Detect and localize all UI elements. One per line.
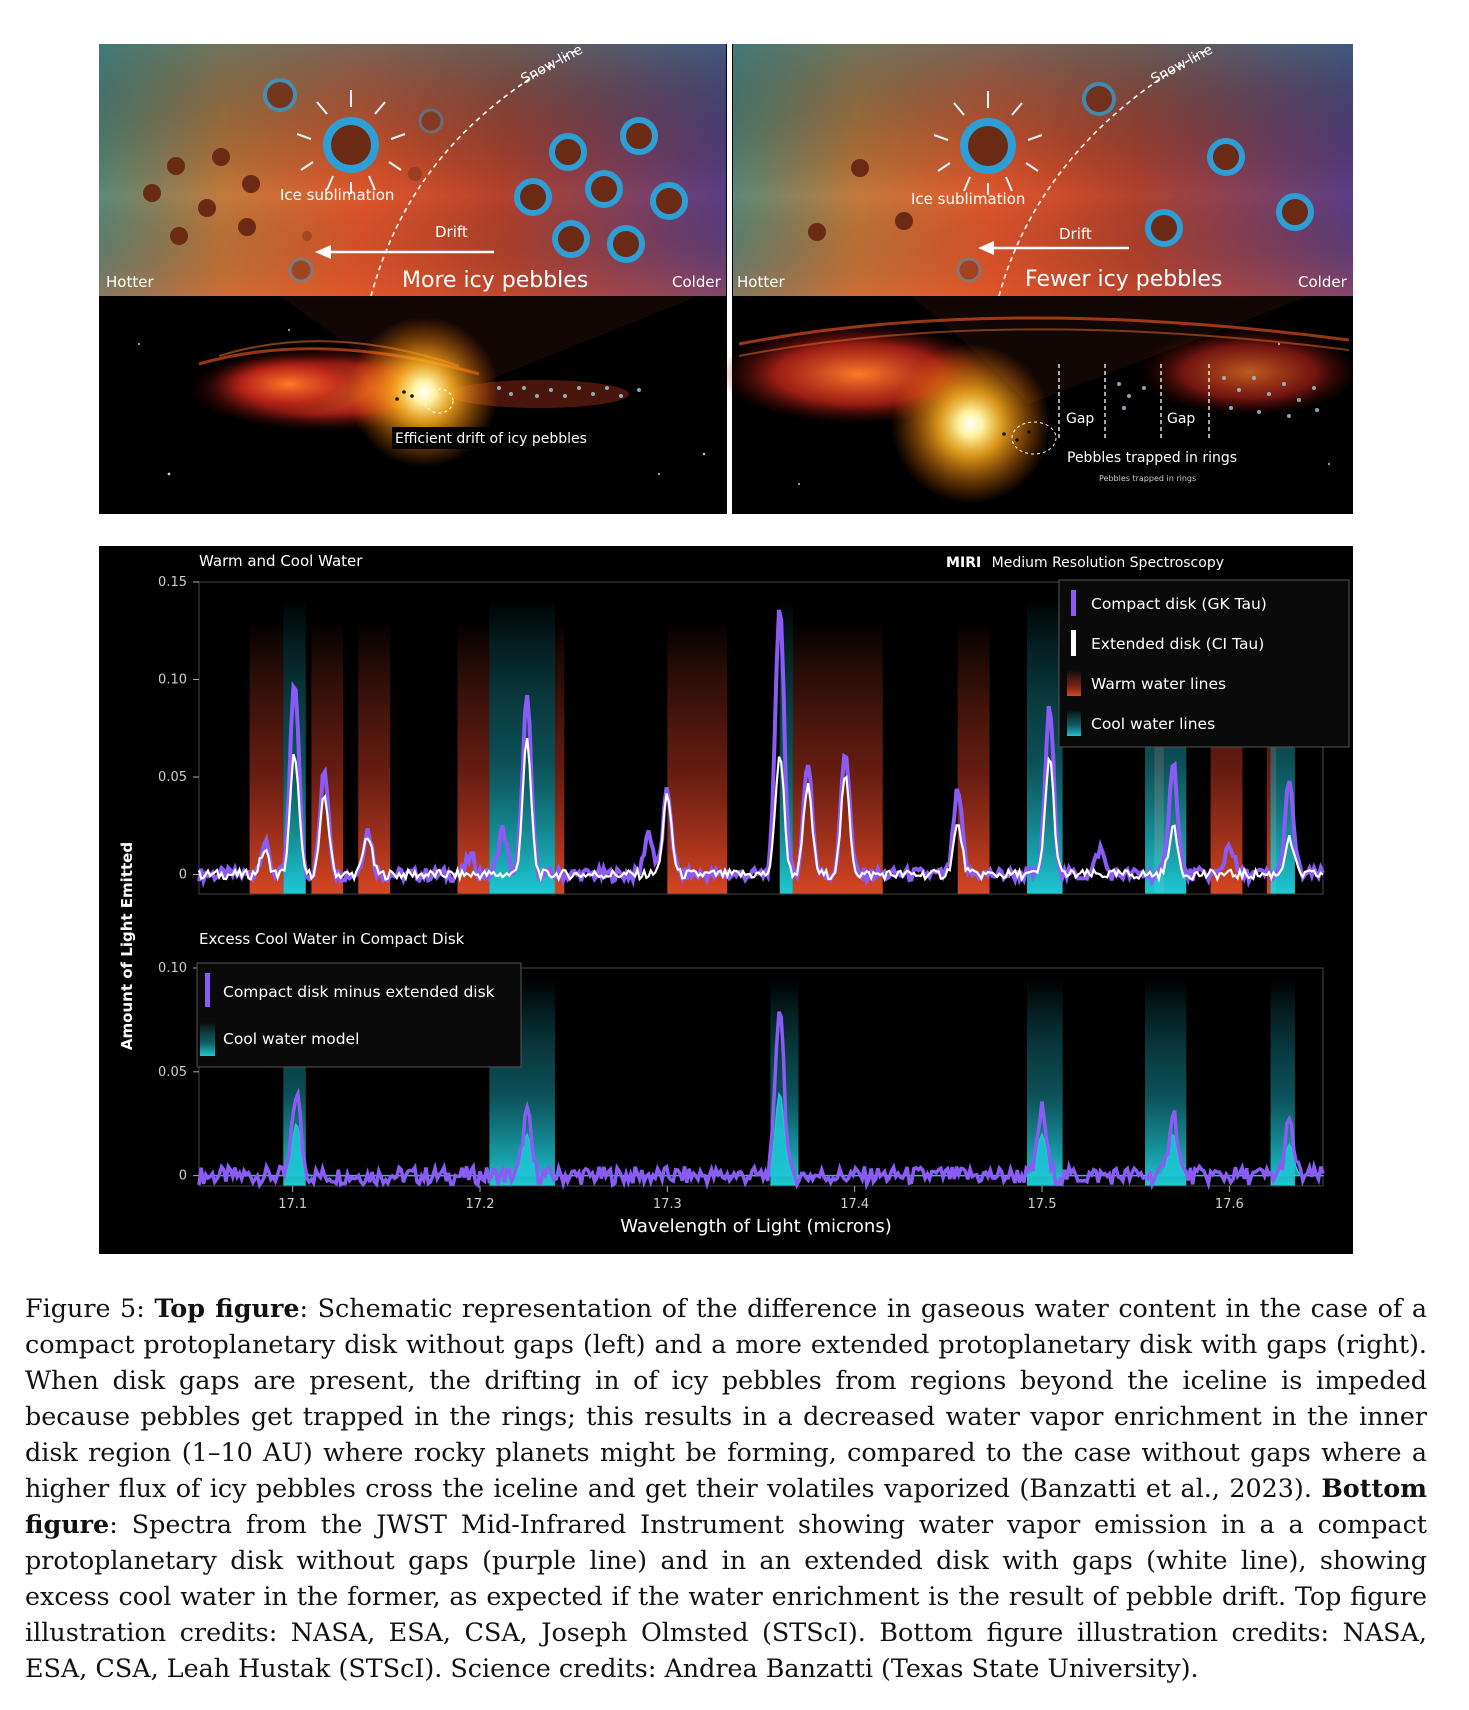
legend2-swatch-cool-model (200, 1022, 215, 1056)
left-pebbles-label: More icy pebbles (402, 268, 588, 293)
caption-bottom-bold: Bottom figure (25, 1473, 1427, 1539)
chart1-legend: Compact disk (GK Tau) Extended disk (CI … (1058, 579, 1350, 748)
legend2-swatch-difference (205, 973, 210, 1007)
warm-water-band (457, 619, 490, 894)
legend-swatch-cool (1067, 710, 1081, 736)
legend-label-extended: Extended disk (CI Tau) (1091, 635, 1264, 653)
x-tick-label: 17.2 (466, 1197, 495, 1212)
instrument-label: MIRI Medium Resolution Spectroscopy (946, 555, 1224, 571)
warm-water-band (554, 619, 565, 894)
chart1-title: Warm and Cool Water (199, 552, 363, 570)
legend-label-compact: Compact disk (GK Tau) (1091, 595, 1267, 613)
legend2-label-difference: Compact disk minus extended disk (223, 983, 495, 1001)
legend-label-cool: Cool water lines (1091, 715, 1215, 733)
x-tick-label: 17.6 (1215, 1197, 1244, 1212)
left-efficient-drift-label: Efficient drift of icy pebbles (395, 431, 587, 447)
right-pebbles-label: Fewer icy pebbles (1025, 267, 1222, 292)
y-tick-label: 0.05 (158, 770, 187, 785)
caption-figure-label: Figure 5: (25, 1293, 145, 1323)
y-tick-label: 0 (179, 1169, 187, 1184)
y-tick-label: 0 (179, 868, 187, 883)
legend-swatch-extended (1071, 630, 1076, 656)
right-dry-pebbles (808, 159, 913, 241)
right-snow-line (998, 48, 1210, 297)
left-drift-caption-box (392, 427, 578, 449)
legend-label-warm: Warm water lines (1091, 675, 1226, 693)
chart1-plot: 0 0.05 0.10 0.15 (158, 575, 1325, 895)
right-sublimation-arrows (933, 91, 1043, 195)
right-gap-2-label: Gap (1167, 411, 1195, 427)
right-trapped-small-label: Pebbles trapped in rings (1099, 474, 1196, 483)
left-dry-pebbles (143, 148, 260, 245)
legend2-label-cool-model: Cool water model (223, 1030, 359, 1048)
chart2-plot: 0 0.05 0.10 17.1 17.2 17.3 17.4 17.5 17.6 (158, 961, 1325, 1212)
x-tick-label: 17.4 (840, 1197, 869, 1212)
caption-top-text: : Schematic representation of the differ… (25, 1293, 1427, 1503)
left-ice-sublimation-label: Ice sublimation (280, 186, 394, 204)
y-tick-label: 0.10 (158, 961, 187, 976)
caption-top-bold: Top figure (154, 1293, 300, 1323)
warm-water-band (957, 619, 990, 894)
y-tick-label: 0.10 (158, 673, 187, 688)
instrument-bold: MIRI (946, 555, 981, 571)
figure-caption: Figure 5: Top figure: Schematic represen… (25, 1290, 1427, 1686)
series-difference-line (197, 1011, 1325, 1191)
instrument-rest: Medium Resolution Spectroscopy (992, 555, 1224, 571)
left-compact-disk (189, 296, 699, 467)
left-drift-arrow (315, 245, 494, 259)
right-icy-pebbles (956, 82, 1314, 283)
bottom-figure-spectra: Warm and Cool Water MIRI Medium Resoluti… (99, 546, 1353, 1254)
chart2-legend: Compact disk minus extended disk Cool wa… (196, 962, 522, 1068)
right-colder-label: Colder (1298, 273, 1348, 291)
spectra-svg: Warm and Cool Water MIRI Medium Resoluti… (118, 552, 1350, 1237)
left-sublimation-arrows (296, 90, 406, 194)
top-illustration-svg: Snow line Ice sublimation Drift Hotter C… (99, 44, 1353, 514)
right-drift-arrow (978, 241, 1129, 255)
caption-bottom-text: : Spectra from the JWST Mid-Infrared Ins… (25, 1509, 1427, 1683)
right-extended-disk (719, 296, 1353, 504)
left-icy-pebbles (263, 78, 688, 283)
series-extended-disk-line (197, 737, 1324, 883)
legend-swatch-warm (1067, 670, 1081, 696)
left-hotter-label: Hotter (106, 273, 154, 291)
x-tick-label: 17.1 (278, 1197, 307, 1212)
y-axis-label: Amount of Light Emitted (118, 842, 136, 1050)
chart2-title: Excess Cool Water in Compact Disk (199, 930, 465, 948)
right-gap-1-label: Gap (1066, 411, 1094, 427)
right-trapped-label: Pebbles trapped in rings (1067, 450, 1237, 466)
left-drift-label: Drift (435, 223, 468, 241)
left-colder-label: Colder (672, 273, 722, 291)
panel-divider (727, 44, 732, 514)
left-snow-line (370, 48, 580, 297)
y-tick-label: 0.15 (158, 575, 187, 590)
x-axis-label: Wavelength of Light (microns) (620, 1216, 892, 1237)
right-ice-sublimation-label: Ice sublimation (911, 190, 1025, 208)
right-drift-label: Drift (1059, 225, 1092, 243)
top-figure-illustration: Snow line Ice sublimation Drift Hotter C… (99, 44, 1353, 514)
right-hotter-label: Hotter (737, 273, 785, 291)
legend-swatch-compact (1071, 590, 1076, 616)
warm-water-band (667, 619, 728, 894)
x-tick-label: 17.5 (1028, 1197, 1057, 1212)
y-tick-label: 0.05 (158, 1065, 187, 1080)
background-stars (138, 329, 1330, 485)
x-tick-label: 17.3 (653, 1197, 682, 1212)
